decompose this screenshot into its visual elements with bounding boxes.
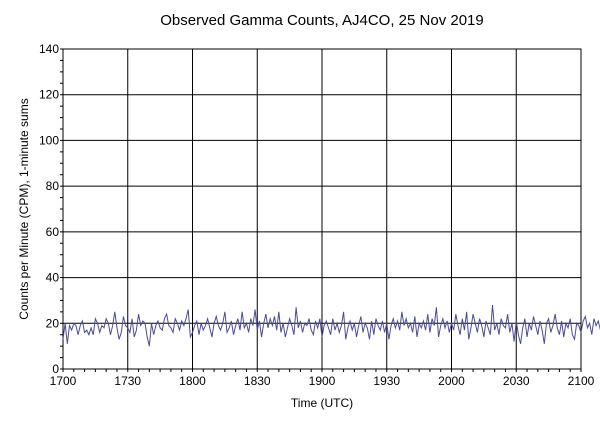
chart-title: Observed Gamma Counts, AJ4CO, 25 Nov 201…	[160, 12, 484, 29]
x-tick-label: 1730	[114, 374, 141, 388]
y-tick-label: 140	[39, 42, 59, 56]
y-tick-label: 0	[52, 362, 59, 376]
series-line	[62, 304, 600, 347]
plot-frame	[62, 48, 582, 370]
x-tick-label: 1800	[179, 374, 206, 388]
x-tick-label: 2100	[568, 374, 595, 388]
y-tick-label: 120	[39, 88, 59, 102]
y-axis-label: Counts per Minute (CPM), 1-minute sums	[17, 98, 31, 319]
x-tick-label: 1930	[373, 374, 400, 388]
y-tick-labels: 0 20 40 60 80 100 120 140	[39, 42, 59, 376]
x-tick-label: 1900	[309, 374, 336, 388]
y-tick-label: 80	[46, 179, 60, 193]
y-tick-label: 20	[46, 316, 60, 330]
y-tick-label: 100	[39, 133, 59, 147]
x-tick-label: 1700	[50, 374, 77, 388]
x-tick-labels: 1700 1730 1800 1830 1900 1930 2000 2030 2100	[50, 374, 595, 388]
y-tick-label: 60	[46, 225, 60, 239]
x-axis-label: Time (UTC)	[291, 396, 353, 410]
y-tick-label: 40	[46, 271, 60, 285]
x-tick-label: 2000	[438, 374, 465, 388]
x-tick-label: 2030	[503, 374, 530, 388]
x-tick-label: 1830	[244, 374, 271, 388]
grid-lines	[63, 49, 581, 369]
